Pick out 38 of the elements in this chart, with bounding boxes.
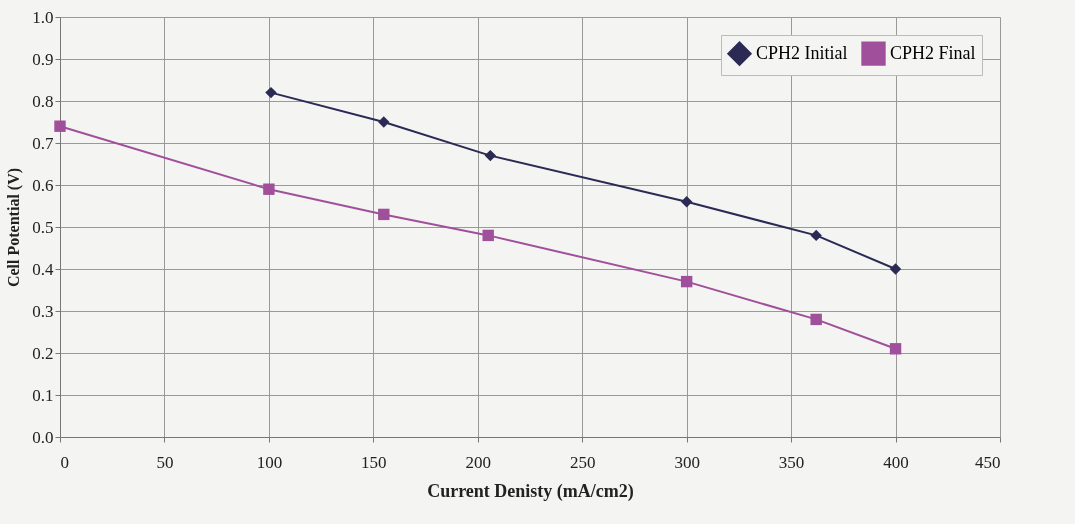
x-tick-label: 350 (778, 452, 805, 472)
point (810, 313, 822, 326)
legend-label: CPH2 Final (890, 42, 976, 63)
legend-label: CPH2 Initial (756, 42, 848, 63)
point (263, 183, 275, 195)
x-tick-label: 50 (156, 452, 174, 472)
x-tick-label: 250 (569, 452, 596, 472)
y-tick-label: 0.3 (32, 301, 54, 321)
y-tick-label: 1.0 (32, 7, 54, 27)
y-tick-label: 0.7 (32, 133, 54, 153)
y-tick-label: 0.2 (32, 343, 54, 363)
x-axis-title: Current Denisty (mA/cm2) (427, 480, 634, 502)
point (54, 120, 66, 132)
x-tick-label: 450 (975, 452, 1001, 472)
x-tick-label: 300 (674, 452, 700, 472)
x-tick-label: 150 (361, 452, 387, 472)
y-tick-label: 0.6 (32, 175, 54, 195)
y-tick-label: 0.0 (32, 427, 54, 447)
point (378, 116, 390, 128)
y-tick-label: 0.8 (32, 91, 54, 111)
x-tick-label: 100 (256, 452, 283, 472)
y-tick-label: 0.1 (32, 385, 54, 405)
point (265, 86, 277, 99)
point (378, 208, 390, 221)
point (889, 343, 902, 355)
y-axis-title: Cell Potential (V) (5, 167, 24, 288)
point (482, 229, 494, 242)
point (484, 149, 497, 162)
point (889, 263, 902, 275)
y-tick-label: 0.5 (32, 217, 54, 237)
y-tick-label: 0.4 (32, 259, 54, 279)
x-tick-label: 200 (465, 452, 492, 472)
point (680, 275, 693, 288)
point (680, 196, 693, 208)
x-tick-label: 0 (60, 452, 69, 472)
y-tick-label: 0.9 (32, 49, 54, 69)
point (810, 229, 822, 242)
x-tick-label: 400 (883, 452, 909, 472)
